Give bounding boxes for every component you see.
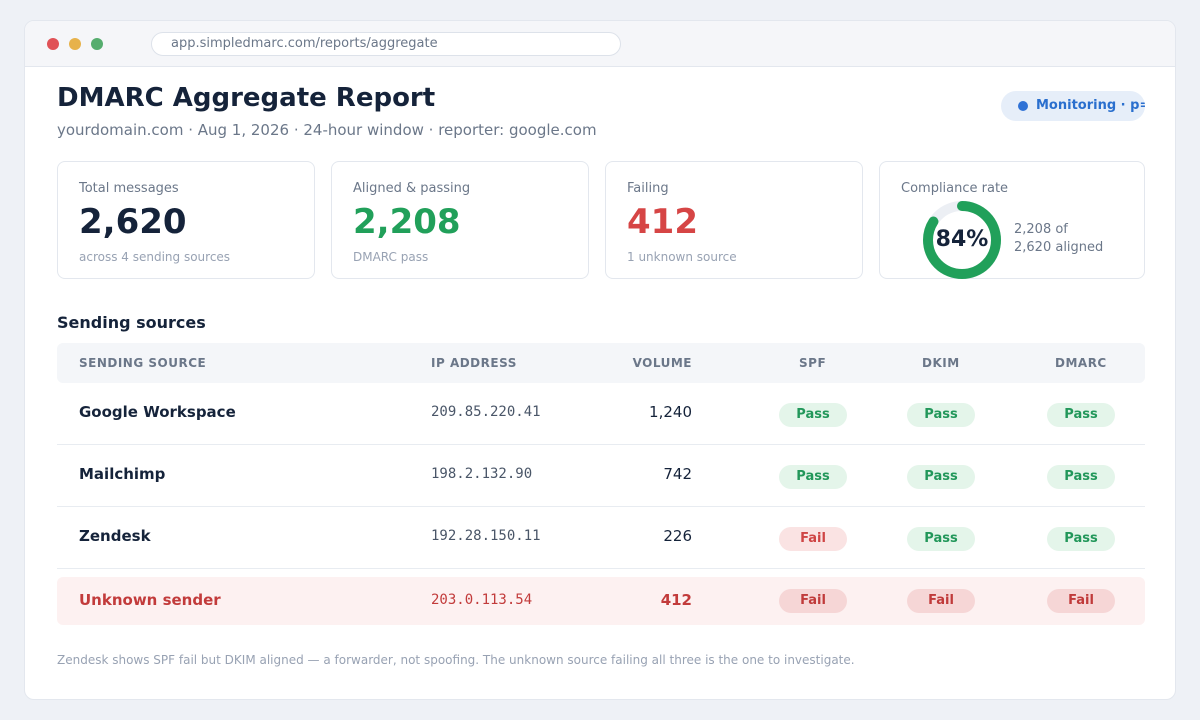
page-subtitle: yourdomain.com · Aug 1, 2026 · 24-hour w… — [57, 121, 597, 139]
compliance-detail-total: 2,620 aligned — [1014, 240, 1104, 255]
passing-card: Aligned & passing 2,208 DMARC pass — [331, 161, 589, 279]
sources-section-title: Sending sources — [57, 313, 206, 332]
total-messages-label: Total messages — [79, 181, 179, 196]
address-bar[interactable]: app.simpledmarc.com/reports/aggregate — [151, 32, 621, 56]
column-header-dmarc[interactable]: DMARC — [1055, 356, 1107, 370]
source-volume: 226 — [663, 527, 692, 545]
dmarc-status-badge: Pass — [1047, 465, 1115, 489]
source-ip: 209.85.220.41 — [431, 404, 541, 420]
spf-status-badge: Pass — [779, 403, 847, 427]
dkim-status-badge: Pass — [907, 403, 975, 427]
table-row-flagged[interactable]: Unknown sender 203.0.113.54 412 Fail Fai… — [57, 577, 1145, 625]
browser-window: app.simpledmarc.com/reports/aggregate DM… — [24, 20, 1176, 700]
source-name: Google Workspace — [79, 403, 236, 421]
dmarc-status-badge: Pass — [1047, 403, 1115, 427]
total-messages-card: Total messages 2,620 across 4 sending so… — [57, 161, 315, 279]
policy-mode-badge: Monitoring · p=none — [1001, 91, 1145, 121]
failing-note: 1 unknown source — [627, 250, 737, 264]
source-volume: 412 — [660, 591, 692, 609]
column-header-spf[interactable]: SPF — [799, 356, 827, 370]
footnote: Zendesk shows SPF fail but DKIM aligned … — [57, 653, 855, 667]
failing-value: 412 — [627, 202, 698, 242]
table-row[interactable]: Mailchimp 198.2.132.90 742 Pass Pass Pas… — [57, 445, 1145, 507]
dmarc-status-badge: Fail — [1047, 589, 1115, 613]
passing-note: DMARC pass — [353, 250, 429, 264]
compliance-donut-chart — [923, 201, 1001, 279]
compliance-card: Compliance rate 84% 2,208 of 2,620 align… — [879, 161, 1145, 279]
sources-table-header: SENDING SOURCE IP ADDRESS VOLUME SPF DKI… — [57, 343, 1145, 383]
source-name: Mailchimp — [79, 465, 166, 483]
failing-card: Failing 412 1 unknown source — [605, 161, 863, 279]
source-ip: 198.2.132.90 — [431, 466, 533, 482]
dkim-status-badge: Pass — [907, 465, 975, 489]
close-window-button[interactable] — [47, 38, 59, 50]
maximize-window-button[interactable] — [91, 38, 103, 50]
dkim-status-badge: Pass — [907, 527, 975, 551]
column-header-dkim[interactable]: DKIM — [922, 356, 960, 370]
spf-status-badge: Pass — [779, 465, 847, 489]
source-name: Unknown sender — [79, 591, 221, 609]
minimize-window-button[interactable] — [69, 38, 81, 50]
compliance-donut: 84% — [921, 199, 1003, 281]
spf-status-badge: Fail — [779, 589, 847, 613]
column-header-source[interactable]: SENDING SOURCE — [79, 356, 207, 370]
status-dot-icon — [1018, 101, 1028, 111]
failing-label: Failing — [627, 181, 669, 196]
dmarc-status-badge: Pass — [1047, 527, 1115, 551]
source-ip: 192.28.150.11 — [431, 528, 541, 544]
dkim-status-badge: Fail — [907, 589, 975, 613]
browser-chrome: app.simpledmarc.com/reports/aggregate — [25, 21, 1175, 67]
total-messages-note: across 4 sending sources — [79, 250, 231, 264]
passing-label: Aligned & passing — [353, 181, 471, 196]
table-row[interactable]: Zendesk 192.28.150.11 226 Fail Pass Pass — [57, 507, 1145, 569]
compliance-label: Compliance rate — [901, 181, 1009, 196]
spf-status-badge: Fail — [779, 527, 847, 551]
source-name: Zendesk — [79, 527, 151, 545]
policy-mode-label: Monitoring · p=none — [1036, 98, 1145, 113]
column-header-ip[interactable]: IP ADDRESS — [431, 356, 517, 370]
donut-progress-arc — [923, 201, 1001, 279]
compliance-value: 84% — [935, 227, 989, 252]
compliance-detail-count: 2,208 of — [1014, 222, 1068, 237]
page-title: DMARC Aggregate Report — [57, 83, 436, 113]
total-messages-value: 2,620 — [79, 202, 187, 242]
table-row[interactable]: Google Workspace 209.85.220.41 1,240 Pas… — [57, 383, 1145, 445]
column-header-volume[interactable]: VOLUME — [632, 356, 692, 370]
passing-value: 2,208 — [353, 202, 461, 242]
source-volume: 742 — [663, 465, 692, 483]
source-ip: 203.0.113.54 — [431, 592, 533, 608]
source-volume: 1,240 — [649, 403, 692, 421]
